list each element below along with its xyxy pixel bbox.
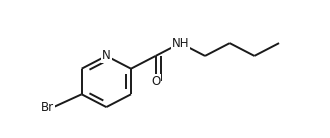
Text: N: N: [102, 49, 111, 62]
Text: Br: Br: [41, 101, 53, 114]
Text: O: O: [151, 75, 160, 88]
Text: NH: NH: [172, 37, 189, 50]
